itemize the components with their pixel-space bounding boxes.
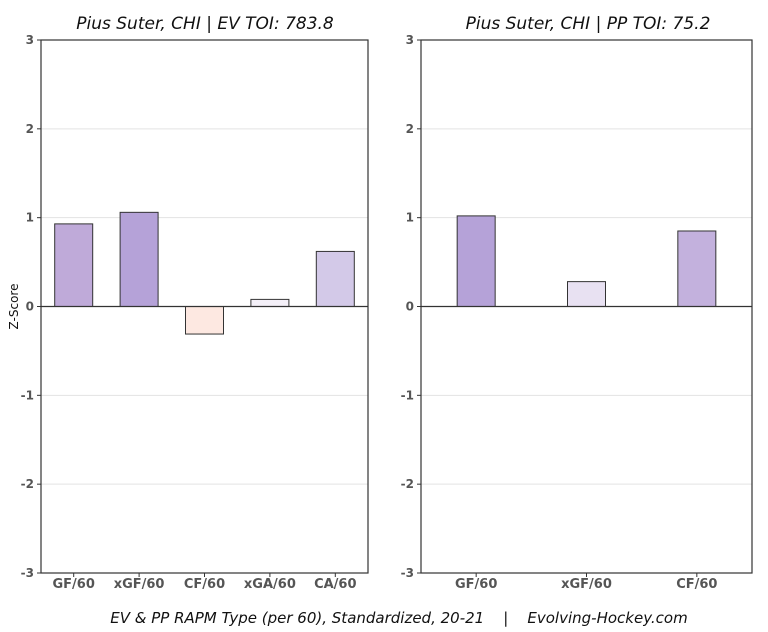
y-axis-label: Z-Score (7, 284, 21, 330)
y-tick-label: 2 (406, 122, 414, 136)
y-tick-label: 3 (406, 33, 414, 47)
y-tick-label: 2 (26, 122, 34, 136)
panel-title: Pius Suter, CHI | EV TOI: 783.8 (76, 14, 334, 34)
bar-xgf-60 (119, 211, 159, 307)
y-tick-label: 1 (406, 211, 414, 225)
y-tick-label: 0 (26, 300, 34, 314)
figure-caption: EV & PP RAPM Type (per 60), Standardized… (110, 609, 687, 627)
y-tick-label: -1 (21, 388, 34, 402)
x-tick-label: GF/60 (53, 577, 95, 592)
bar-xgf-60 (567, 281, 606, 308)
x-tick-label: CF/60 (184, 577, 225, 592)
x-tick-label: xGA/60 (244, 577, 296, 592)
bar-ca-60 (315, 250, 355, 308)
pp-rapm-panel: Pius Suter, CHI | PP TOI: 75.2 3 2 1 0 -1 -2 -3… (401, 14, 753, 592)
ev-rapm-panel: Pius Suter, CHI | EV TOI: 783.8 3 2 1 0 -1 -2 -… (7, 14, 369, 592)
y-tick-label: -3 (21, 566, 34, 580)
bar-gf-60 (54, 223, 94, 307)
plot-frame (40, 39, 369, 574)
y-tick-label: -2 (21, 477, 34, 491)
y-tick-label: 0 (406, 300, 414, 314)
x-tick-label: CF/60 (676, 577, 717, 592)
y-tick-label: 1 (26, 211, 34, 225)
bar-cf-60 (185, 306, 224, 335)
y-tick-label: -3 (401, 566, 414, 580)
x-tick-label: GF/60 (455, 577, 497, 592)
bar-gf-60 (456, 215, 496, 307)
x-tick-label: xGF/60 (561, 577, 612, 592)
bar-cf-60 (677, 230, 717, 307)
x-tick-label: CA/60 (314, 577, 356, 592)
plot-frame (420, 39, 753, 574)
bar-xga-60 (250, 298, 290, 308)
panel-title: Pius Suter, CHI | PP TOI: 75.2 (466, 14, 711, 34)
y-tick-label: 3 (26, 33, 34, 47)
x-tick-label: xGF/60 (114, 577, 165, 592)
y-tick-label: -1 (401, 388, 414, 402)
y-tick-label: -2 (401, 477, 414, 491)
